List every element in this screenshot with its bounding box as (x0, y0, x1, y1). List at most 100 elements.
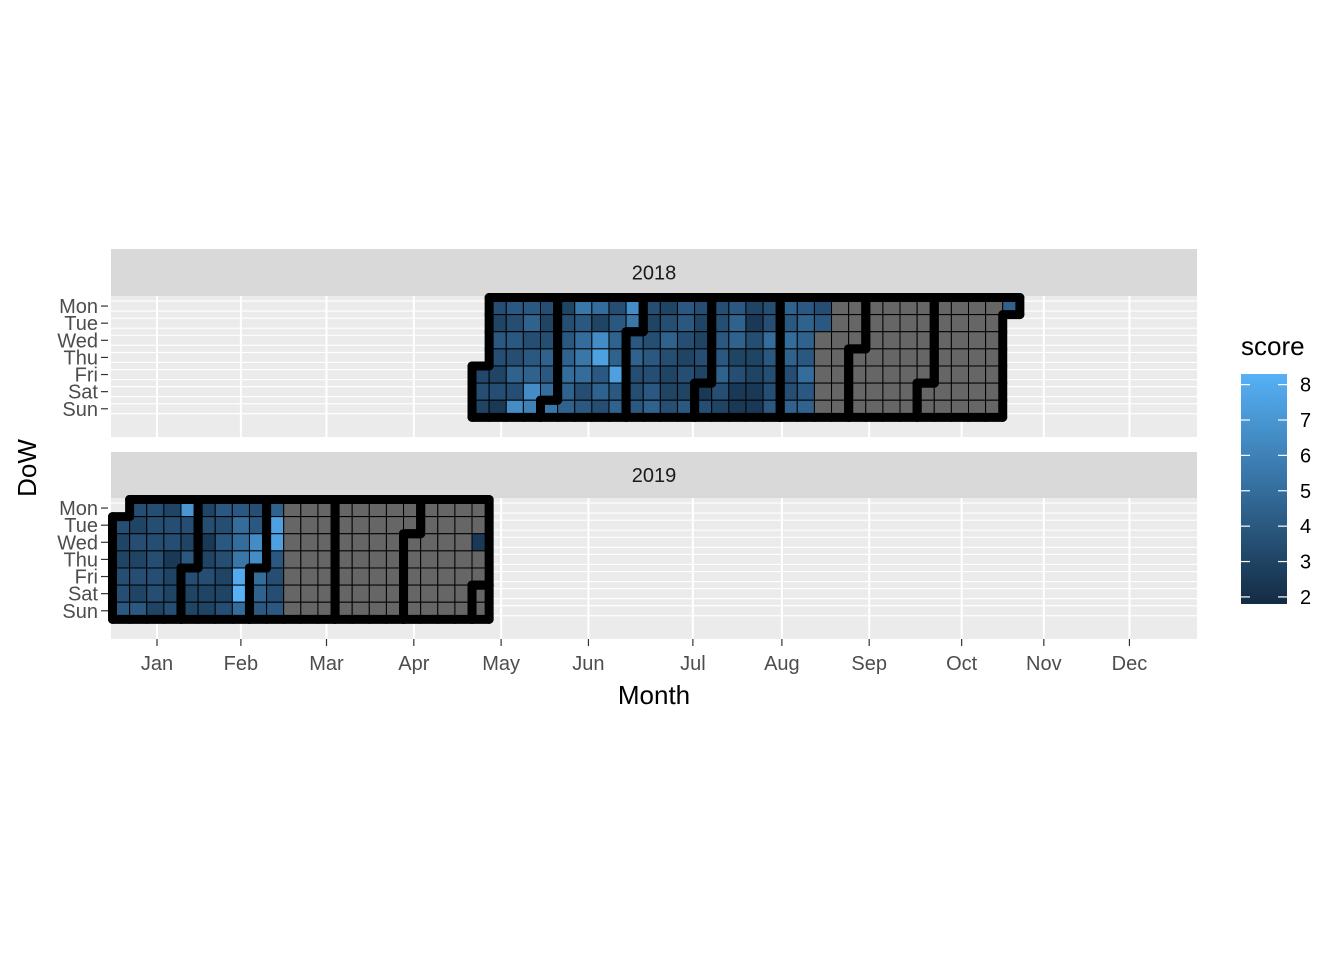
month-boundaries (467, 293, 1025, 422)
heatmap-cell (796, 348, 815, 367)
x-tick-label: Jun (572, 653, 604, 675)
heatmap-cell (129, 533, 148, 552)
heatmap-cell (368, 550, 387, 569)
heatmap-cell (882, 365, 901, 384)
heatmap-cell (437, 550, 456, 569)
y-tick-label: Tue (64, 515, 98, 537)
heatmap-cell (505, 365, 524, 384)
legend-break-label: 3 (1300, 552, 1311, 574)
heatmap-cell (437, 516, 456, 535)
heatmap-cell (968, 382, 987, 401)
heatmap-cell (146, 550, 165, 569)
heatmap-cell (642, 382, 661, 401)
heatmap-cell (865, 365, 884, 384)
heatmap-cell (676, 331, 696, 350)
heatmap-cell (813, 331, 833, 350)
heatmap-cell (659, 331, 678, 350)
y-axis-title: DoW (12, 439, 42, 497)
y-tick-label: Fri (75, 365, 98, 387)
x-tick-label: Oct (946, 653, 978, 675)
heatmap-cell (968, 348, 987, 367)
heatmap-cell (882, 314, 901, 333)
x-tick-label: Nov (1026, 653, 1062, 675)
heatmap-cell (146, 584, 165, 603)
heatmap-cell (659, 365, 678, 384)
y-tick-label: Sun (62, 399, 98, 421)
y-tick-label: Mon (59, 498, 98, 520)
heatmap-cell (488, 382, 507, 401)
heatmap-cell (796, 382, 815, 401)
heatmap-cell (728, 314, 747, 333)
legend: score 8 7 6 5 4 3 2 (1241, 331, 1311, 609)
heatmap-cell (813, 314, 833, 333)
heatmap-cell (591, 348, 610, 367)
heatmap-cell (129, 567, 148, 586)
heatmap-cell (214, 550, 233, 569)
heatmap-cells (112, 499, 490, 620)
heatmap-cell (283, 584, 302, 603)
heatmap-cell (454, 533, 473, 552)
heatmap-cell (745, 314, 764, 333)
x-tick-label: Sep (851, 653, 887, 675)
heatmap-cell (420, 567, 439, 586)
heatmap-cell (283, 550, 302, 569)
heatmap-cell (574, 348, 593, 367)
x-axis-title: Month (618, 680, 690, 710)
heatmap-cell (146, 567, 165, 586)
heatmap-cell (283, 567, 302, 586)
x-tick-label: Feb (224, 653, 258, 675)
heatmap-cell (950, 365, 970, 384)
heatmap-cell (865, 382, 884, 401)
heatmap-cell (437, 584, 456, 603)
heatmap-cell (266, 584, 285, 603)
heatmap-cell (351, 516, 370, 535)
heatmap-cell (214, 567, 233, 586)
heatmap-cell (420, 550, 439, 569)
heatmap-cell (899, 314, 918, 333)
heatmap-cell (522, 348, 542, 367)
heatmap-cell (950, 382, 970, 401)
heatmap-cell (591, 365, 610, 384)
heatmap-cell (129, 550, 148, 569)
heatmap-cell (642, 348, 661, 367)
heatmap-cell (831, 314, 850, 333)
heatmap-cell (728, 348, 747, 367)
x-tick-label: Dec (1112, 653, 1148, 675)
heatmap-cell (146, 516, 165, 535)
heatmap-cell (950, 348, 970, 367)
x-axis: Jan Feb Mar Apr May Jun Jul Aug Sep Oct Nov Dec Mont… (141, 639, 1147, 710)
heatmap-cell (899, 331, 918, 350)
heatmap-cell (300, 584, 319, 603)
heatmap-cell (591, 331, 610, 350)
heatmap-cell (745, 365, 764, 384)
y-tick-label: Wed (57, 330, 98, 352)
heatmap-cell (522, 331, 542, 350)
heatmap-cell (300, 567, 319, 586)
heatmap-cell (659, 348, 678, 367)
heatmap-cell (163, 516, 182, 535)
heatmap-cell (796, 331, 815, 350)
heatmap-cell (642, 365, 661, 384)
heatmap-cell (728, 365, 747, 384)
heatmap-cell (950, 314, 970, 333)
y-tick-label: Thu (64, 347, 98, 369)
heatmap-cell (968, 365, 987, 384)
heatmap-cell (882, 331, 901, 350)
heatmap-cell (214, 533, 233, 552)
heatmap-cell (283, 516, 302, 535)
heatmap-cell (574, 382, 593, 401)
legend-break-label: 8 (1300, 375, 1311, 397)
facet-strip (111, 452, 1197, 498)
legend-title: score (1241, 331, 1305, 361)
heatmap-cell (454, 550, 473, 569)
heatmap-cell (437, 567, 456, 586)
heatmap-cell (796, 314, 815, 333)
heatmap-cell (574, 331, 593, 350)
heatmap-cell (231, 533, 250, 552)
y-tick-label: Sat (68, 584, 98, 606)
heatmap-cell (283, 533, 302, 552)
heatmap-cell (813, 382, 833, 401)
heatmap-cell (505, 331, 524, 350)
